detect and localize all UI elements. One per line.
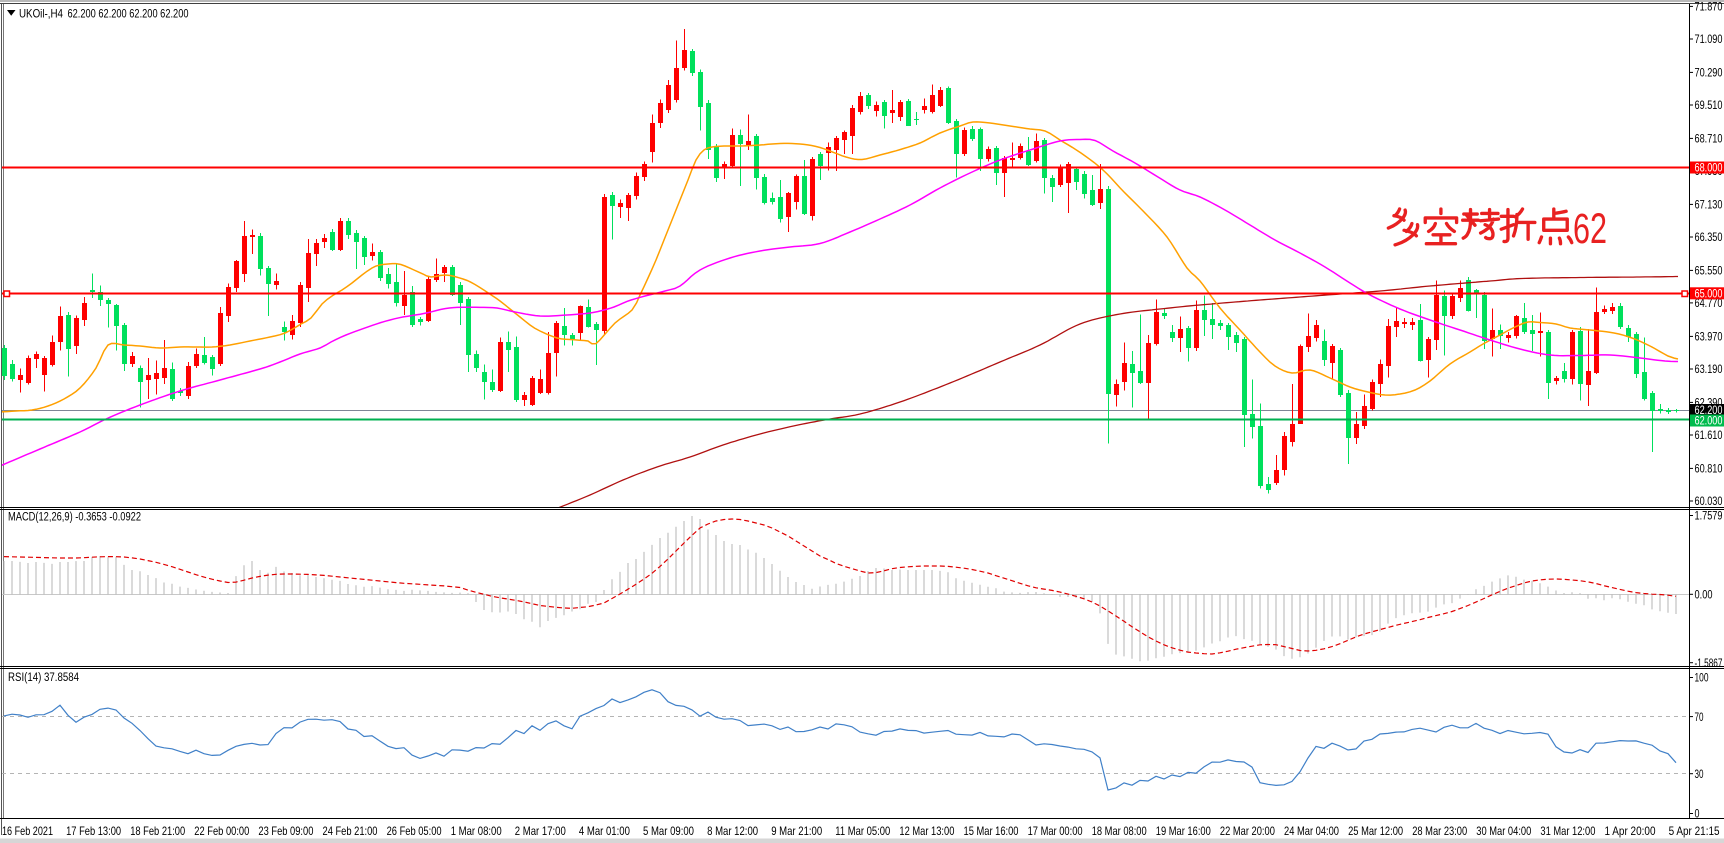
- svg-text:15 Mar 16:00: 15 Mar 16:00: [964, 824, 1019, 838]
- svg-text:100: 100: [1695, 673, 1709, 685]
- svg-text:22 Mar 20:00: 22 Mar 20:00: [1220, 824, 1275, 838]
- svg-text:65.550: 65.550: [1695, 266, 1723, 278]
- svg-text:64.770: 64.770: [1695, 298, 1723, 310]
- svg-text:MACD(12,26,9) -0.3653 -0.0922: MACD(12,26,9) -0.3653 -0.0922: [8, 512, 141, 524]
- svg-text:69.510: 69.510: [1695, 100, 1723, 112]
- svg-text:RSI(14) 37.8584: RSI(14) 37.8584: [8, 672, 80, 684]
- svg-text:17 Mar 00:00: 17 Mar 00:00: [1028, 824, 1083, 838]
- svg-text:31 Mar 12:00: 31 Mar 12:00: [1540, 824, 1595, 838]
- svg-text:70: 70: [1695, 712, 1704, 724]
- svg-text:63.970: 63.970: [1695, 332, 1723, 344]
- svg-text:25 Mar 12:00: 25 Mar 12:00: [1348, 824, 1403, 838]
- svg-text:62.200 62.200 62.200 62.200: 62.200 62.200 62.200 62.200: [68, 7, 189, 21]
- svg-text:18 Feb 21:00: 18 Feb 21:00: [130, 824, 185, 838]
- svg-text:0.00: 0.00: [1695, 590, 1713, 602]
- svg-text:2 Mar 17:00: 2 Mar 17:00: [515, 824, 566, 838]
- svg-text:1 Mar 08:00: 1 Mar 08:00: [451, 824, 502, 838]
- svg-text:12 Mar 13:00: 12 Mar 13:00: [899, 824, 954, 838]
- svg-text:24 Feb 21:00: 24 Feb 21:00: [323, 824, 378, 838]
- svg-text:0: 0: [1695, 809, 1700, 821]
- svg-text:65.000: 65.000: [1695, 289, 1723, 301]
- svg-text:30 Mar 04:00: 30 Mar 04:00: [1476, 824, 1531, 838]
- svg-text:62: 62: [1573, 205, 1607, 253]
- svg-text:71.090: 71.090: [1695, 34, 1723, 46]
- svg-text:68.710: 68.710: [1695, 134, 1723, 146]
- svg-text:22 Feb 00:00: 22 Feb 00:00: [194, 824, 249, 838]
- svg-text:62.200: 62.200: [1695, 405, 1723, 417]
- svg-text:28 Mar 23:00: 28 Mar 23:00: [1412, 824, 1467, 838]
- svg-text:17 Feb 13:00: 17 Feb 13:00: [66, 824, 121, 838]
- svg-text:5 Apr 21:15: 5 Apr 21:15: [1669, 824, 1720, 838]
- svg-text:1 Apr 20:00: 1 Apr 20:00: [1605, 824, 1656, 838]
- svg-text:68.000: 68.000: [1695, 163, 1723, 175]
- svg-text:61.610: 61.610: [1695, 430, 1723, 442]
- svg-text:66.350: 66.350: [1695, 232, 1723, 244]
- svg-text:1.7579: 1.7579: [1695, 511, 1723, 523]
- svg-text:8 Mar 12:00: 8 Mar 12:00: [707, 824, 758, 838]
- svg-text:-1.5867: -1.5867: [1695, 658, 1723, 670]
- svg-text:5 Mar 09:00: 5 Mar 09:00: [643, 824, 694, 838]
- svg-text:67.130: 67.130: [1695, 200, 1723, 212]
- svg-text:16 Feb 2021: 16 Feb 2021: [2, 824, 53, 838]
- svg-text:11 Mar 05:00: 11 Mar 05:00: [835, 824, 890, 838]
- svg-text:62.000: 62.000: [1695, 416, 1723, 428]
- svg-text:9 Mar 21:00: 9 Mar 21:00: [771, 824, 822, 838]
- svg-text:70.290: 70.290: [1695, 68, 1723, 80]
- svg-text:18 Mar 08:00: 18 Mar 08:00: [1092, 824, 1147, 838]
- svg-text:19 Mar 16:00: 19 Mar 16:00: [1156, 824, 1211, 838]
- svg-text:26 Feb 05:00: 26 Feb 05:00: [387, 824, 442, 838]
- svg-text:23 Feb 09:00: 23 Feb 09:00: [258, 824, 313, 838]
- svg-text:60.810: 60.810: [1695, 464, 1723, 476]
- svg-text:63.190: 63.190: [1695, 364, 1723, 376]
- svg-text:24 Mar 04:00: 24 Mar 04:00: [1284, 824, 1339, 838]
- svg-text:71.870: 71.870: [1695, 2, 1723, 14]
- svg-text:4 Mar 01:00: 4 Mar 01:00: [579, 824, 630, 838]
- svg-text:UKOil-,H4: UKOil-,H4: [19, 7, 63, 21]
- svg-text:60.030: 60.030: [1695, 496, 1723, 508]
- svg-text:30: 30: [1695, 769, 1704, 781]
